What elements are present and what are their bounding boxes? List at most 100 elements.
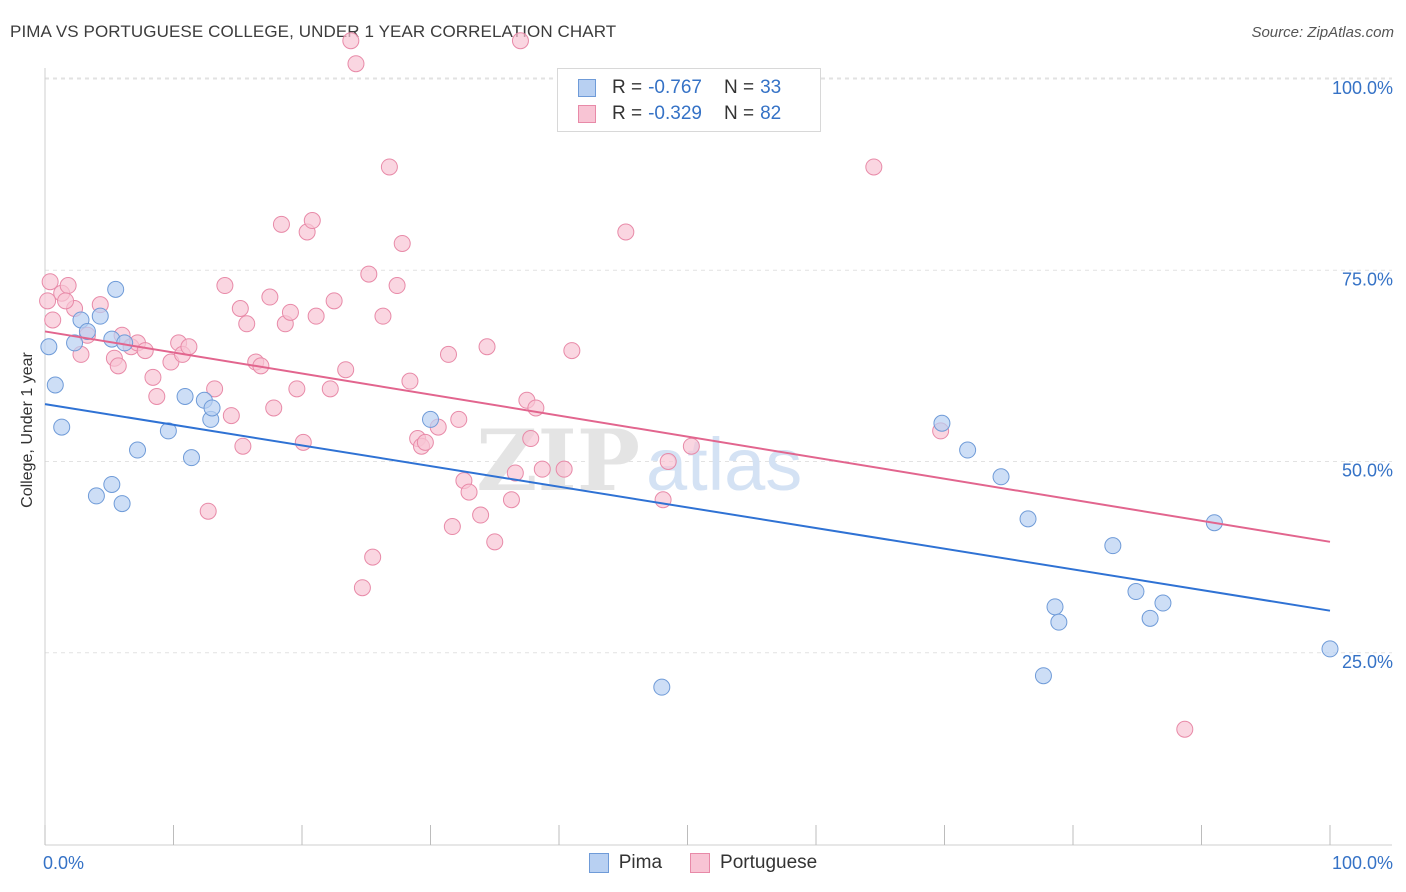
portuguese-point <box>506 464 524 482</box>
portuguese-point <box>265 399 283 417</box>
portuguese-point <box>563 342 581 360</box>
portuguese-point <box>288 380 306 398</box>
portuguese-point <box>555 460 573 478</box>
pima-point <box>1019 510 1037 528</box>
pima-point <box>203 399 221 417</box>
portuguese-trend-line <box>44 330 1331 543</box>
trend-lines <box>44 330 1331 612</box>
portuguese-point <box>1176 720 1194 738</box>
series-legend: Pima Portuguese <box>0 852 1406 874</box>
pima-trend-line <box>44 403 1331 612</box>
portuguese-point <box>180 338 198 356</box>
portuguese-point <box>364 548 382 566</box>
portuguese-n-label: N = <box>723 103 755 124</box>
pima-point <box>422 410 439 428</box>
portuguese-point <box>347 55 365 73</box>
stats-legend: R = -0.767 N = 33 R = -0.329 N = 82 <box>557 68 821 132</box>
legend-row-pima: R = -0.767 N = 33 <box>578 76 781 100</box>
y-tick-label: 100.0% <box>1332 78 1393 98</box>
portuguese-point <box>321 380 339 398</box>
pima-point <box>182 449 200 467</box>
pima-point <box>176 387 194 405</box>
portuguese-point <box>682 437 700 455</box>
pima-point <box>1141 609 1159 627</box>
pima-point <box>66 334 84 352</box>
portuguese-legend-swatch <box>690 853 711 873</box>
portuguese-point <box>136 342 154 360</box>
portuguese-point <box>144 368 162 386</box>
portuguese-point <box>617 223 635 241</box>
portuguese-point <box>393 234 411 252</box>
portuguese-point <box>533 460 551 478</box>
portuguese-point <box>44 311 62 329</box>
portuguese-point <box>360 265 378 283</box>
portuguese-point <box>450 410 468 428</box>
pima-point <box>1034 667 1052 685</box>
pima-swatch <box>578 79 596 97</box>
x-tick-label: 0.0% <box>43 853 84 873</box>
portuguese-point <box>443 518 461 536</box>
legend-item-pima: Pima <box>588 852 663 874</box>
pima-point <box>78 322 96 340</box>
portuguese-point <box>303 212 321 230</box>
portuguese-point <box>460 483 478 501</box>
portuguese-point <box>59 277 77 295</box>
pima-point <box>1050 613 1068 631</box>
pima-point <box>46 376 64 394</box>
watermark: ZIP atlas <box>476 411 802 510</box>
portuguese-point <box>486 533 504 551</box>
pima-legend-label: Pima <box>618 852 663 873</box>
portuguese-point <box>388 277 406 295</box>
portuguese-point <box>231 300 249 317</box>
chart-title: PIMA VS PORTUGUESE COLLEGE, UNDER 1 YEAR… <box>10 22 617 41</box>
pima-point <box>1321 640 1339 658</box>
portuguese-point <box>234 437 252 455</box>
portuguese-point <box>478 338 496 356</box>
pima-point <box>129 441 147 459</box>
pima-point <box>959 441 977 459</box>
pima-legend-swatch <box>588 853 609 873</box>
y-tick-label: 50.0% <box>1342 461 1393 481</box>
portuguese-swatch <box>578 105 596 123</box>
portuguese-point <box>659 453 677 470</box>
portuguese-point <box>294 433 312 451</box>
axes <box>44 68 1392 846</box>
pima-point <box>53 418 71 436</box>
pima-point <box>113 495 131 513</box>
tick-labels: 25.0% 50.0% 75.0% 100.0% 0.0% 100.0% <box>43 78 1393 873</box>
portuguese-point <box>109 357 127 375</box>
pima-n-value: 33 <box>760 77 782 98</box>
pima-point <box>91 307 109 325</box>
portuguese-point <box>353 579 371 597</box>
portuguese-point <box>41 273 59 291</box>
portuguese-point <box>416 433 434 451</box>
watermark-zip: ZIP <box>476 411 640 510</box>
portuguese-point <box>216 277 234 295</box>
portuguese-legend-label: Portuguese <box>720 852 818 873</box>
portuguese-point <box>57 292 75 310</box>
source-label: Source: ZipAtlas.com <box>1251 24 1394 41</box>
x-tick-label: 100.0% <box>1332 853 1393 873</box>
portuguese-point <box>380 158 398 176</box>
portuguese-point <box>511 32 529 50</box>
portuguese-point <box>337 361 355 379</box>
legend-row-portuguese: R = -0.329 N = 82 <box>578 102 781 126</box>
portuguese-point <box>865 158 883 176</box>
pima-n-label: N = <box>723 77 755 98</box>
pima-point <box>933 414 951 432</box>
portuguese-n-value: 82 <box>760 103 782 124</box>
pima-point <box>40 338 58 356</box>
y-axis-label: College, Under 1 year <box>19 352 36 508</box>
pima-r-value: -0.767 <box>648 77 702 98</box>
portuguese-point <box>522 430 540 448</box>
pima-point <box>1154 594 1172 612</box>
portuguese-point <box>148 387 166 405</box>
pima-r-label: R = <box>612 77 643 98</box>
portuguese-point <box>342 32 360 50</box>
legend-item-portuguese: Portuguese <box>690 852 817 874</box>
portuguese-point <box>374 307 392 325</box>
pima-point <box>107 280 125 298</box>
pima-point <box>1046 598 1064 616</box>
pima-point <box>87 487 105 505</box>
